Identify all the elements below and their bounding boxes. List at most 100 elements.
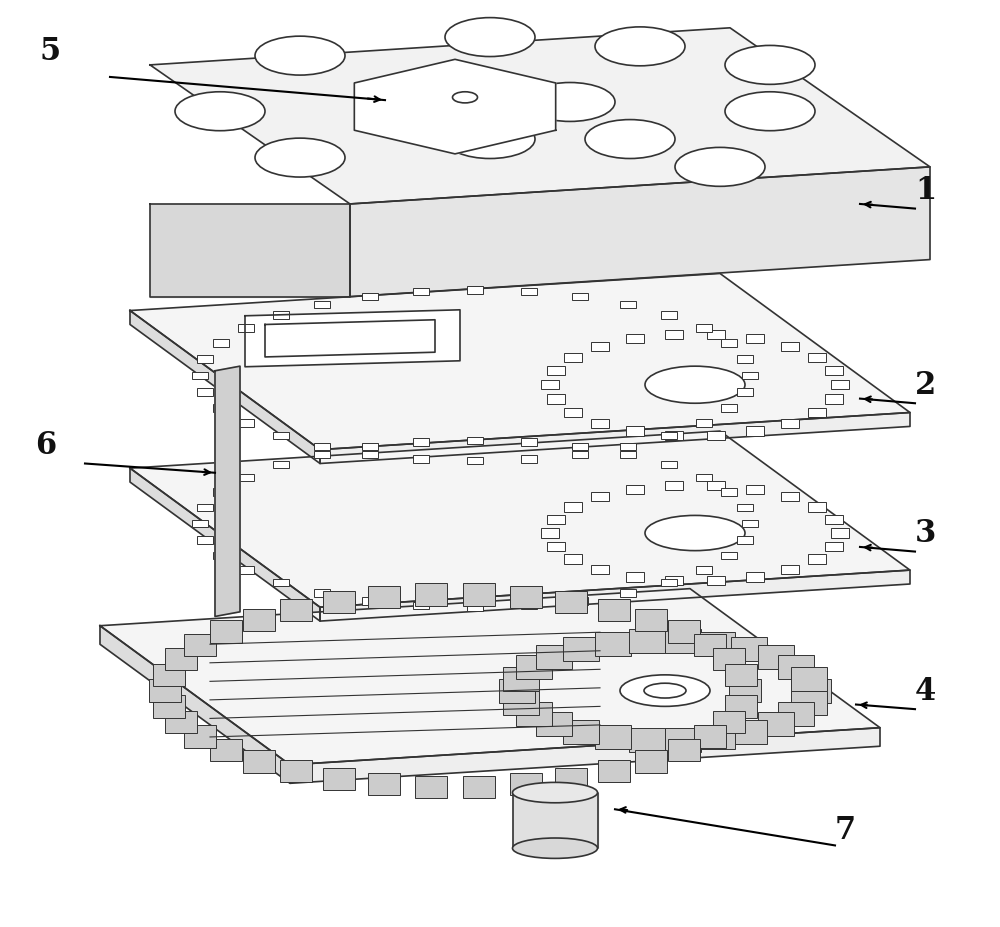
Ellipse shape: [585, 120, 675, 159]
Polygon shape: [362, 443, 378, 451]
Polygon shape: [791, 667, 827, 691]
Polygon shape: [626, 485, 644, 494]
Polygon shape: [825, 394, 843, 403]
Polygon shape: [707, 430, 725, 439]
Polygon shape: [629, 729, 665, 753]
Polygon shape: [150, 204, 350, 297]
Ellipse shape: [512, 782, 598, 803]
Polygon shape: [238, 474, 254, 481]
Polygon shape: [197, 355, 213, 362]
Polygon shape: [354, 59, 556, 154]
Polygon shape: [737, 355, 753, 362]
Polygon shape: [521, 602, 537, 609]
Polygon shape: [503, 691, 539, 715]
Polygon shape: [210, 620, 242, 642]
Polygon shape: [746, 572, 764, 581]
Polygon shape: [165, 648, 197, 670]
Polygon shape: [825, 542, 843, 552]
Polygon shape: [694, 634, 726, 656]
Polygon shape: [737, 503, 753, 511]
Polygon shape: [100, 589, 880, 765]
Polygon shape: [713, 711, 745, 733]
Polygon shape: [661, 432, 677, 439]
Polygon shape: [694, 725, 726, 747]
Polygon shape: [831, 380, 849, 389]
Ellipse shape: [645, 515, 745, 551]
Polygon shape: [215, 366, 240, 616]
Polygon shape: [213, 404, 229, 412]
Text: 4: 4: [915, 676, 936, 707]
Polygon shape: [707, 481, 725, 490]
Polygon shape: [781, 565, 799, 574]
Polygon shape: [323, 768, 355, 790]
Polygon shape: [165, 711, 197, 733]
Polygon shape: [149, 679, 181, 702]
Polygon shape: [746, 426, 764, 436]
Polygon shape: [510, 773, 542, 795]
Polygon shape: [192, 372, 208, 379]
Polygon shape: [213, 489, 229, 496]
Polygon shape: [598, 599, 630, 621]
Ellipse shape: [725, 45, 815, 84]
Polygon shape: [746, 334, 764, 343]
Polygon shape: [368, 586, 400, 608]
Polygon shape: [721, 489, 737, 496]
Polygon shape: [130, 311, 320, 464]
Ellipse shape: [175, 92, 265, 131]
Polygon shape: [778, 702, 814, 726]
Polygon shape: [467, 286, 483, 294]
Polygon shape: [563, 638, 599, 662]
Polygon shape: [265, 320, 435, 357]
Polygon shape: [620, 451, 636, 458]
Polygon shape: [320, 413, 910, 464]
Polygon shape: [731, 638, 767, 662]
Polygon shape: [536, 712, 572, 736]
Polygon shape: [238, 324, 254, 332]
Polygon shape: [831, 528, 849, 538]
Text: 1: 1: [915, 175, 936, 207]
Polygon shape: [668, 739, 700, 761]
Polygon shape: [725, 695, 757, 717]
Polygon shape: [661, 579, 677, 587]
Polygon shape: [696, 419, 712, 426]
Polygon shape: [825, 514, 843, 524]
Polygon shape: [153, 664, 185, 686]
Polygon shape: [721, 552, 737, 559]
Polygon shape: [130, 273, 910, 450]
Polygon shape: [314, 442, 330, 450]
Polygon shape: [503, 667, 539, 691]
Polygon shape: [323, 591, 355, 614]
Polygon shape: [572, 443, 588, 451]
Polygon shape: [742, 372, 758, 379]
Polygon shape: [210, 739, 242, 761]
Polygon shape: [620, 301, 636, 309]
Polygon shape: [699, 632, 735, 656]
Polygon shape: [626, 426, 644, 436]
Polygon shape: [290, 728, 880, 783]
Polygon shape: [513, 793, 598, 848]
Polygon shape: [314, 301, 330, 309]
Polygon shape: [273, 461, 289, 468]
Polygon shape: [595, 725, 631, 749]
Ellipse shape: [645, 366, 745, 403]
Polygon shape: [696, 474, 712, 481]
Polygon shape: [362, 451, 378, 458]
Polygon shape: [696, 566, 712, 574]
Polygon shape: [273, 432, 289, 439]
Polygon shape: [555, 768, 587, 790]
Polygon shape: [572, 597, 588, 604]
Polygon shape: [463, 583, 495, 605]
Polygon shape: [516, 655, 552, 679]
Text: 5: 5: [40, 36, 61, 68]
Polygon shape: [197, 503, 213, 511]
Polygon shape: [413, 602, 429, 609]
Polygon shape: [314, 451, 330, 458]
Polygon shape: [516, 702, 552, 726]
Polygon shape: [707, 576, 725, 585]
Polygon shape: [273, 311, 289, 319]
Polygon shape: [696, 324, 712, 332]
Polygon shape: [635, 608, 667, 630]
Polygon shape: [243, 608, 275, 630]
Polygon shape: [130, 431, 910, 607]
Polygon shape: [547, 394, 565, 403]
